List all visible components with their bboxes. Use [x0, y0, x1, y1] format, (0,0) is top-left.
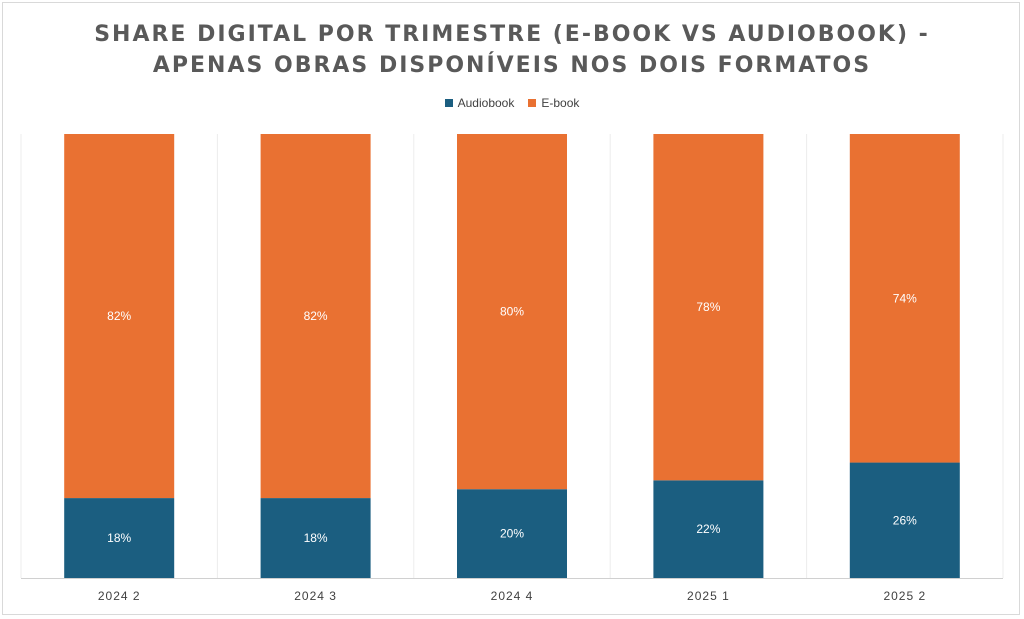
data-label: 74% [893, 291, 917, 305]
data-label: 18% [107, 531, 131, 545]
bar-audiobook-2025-2 [849, 462, 960, 578]
bar-e-book-2024-2 [64, 134, 175, 499]
data-label: 80% [500, 305, 524, 319]
x-tick-label: 2024 3 [294, 589, 337, 603]
chart-title: SHARE DIGITAL POR TRIMESTRE (E-BOOK VS A… [3, 19, 1021, 81]
legend-label-audiobook: Audiobook [457, 96, 515, 110]
chart-title-line-2: APENAS OBRAS DISPONÍVEIS NOS DOIS FORMAT… [152, 53, 872, 78]
data-labels: 18% 82% 18% 82% 20% 80% 22% 78% 26% 74% [107, 291, 917, 545]
legend-item-ebook: E-book [528, 96, 579, 110]
bar-audiobook-2025-1 [653, 480, 764, 578]
x-tick-label: 2025 1 [687, 589, 730, 603]
bar-e-book-2024-4 [457, 134, 567, 490]
bars [64, 134, 960, 578]
grid-lines [20, 134, 1004, 578]
legend-item-audiobook: Audiobook [444, 96, 515, 110]
chart-legend: Audiobook E-book [3, 96, 1021, 110]
data-label: 22% [696, 522, 720, 536]
plot-area: 18%82%18%82%20%80%22%78%26%74% 2024 2 202… [20, 134, 1004, 603]
x-tick-label: 2024 4 [491, 589, 534, 603]
legend-swatch-audiobook [444, 99, 453, 107]
x-tick-label: 2025 2 [883, 589, 926, 603]
legend-swatch-ebook [528, 99, 537, 107]
data-label: 20% [500, 527, 524, 541]
data-label: 18% [304, 531, 328, 545]
bar-e-book-2025-1 [653, 134, 764, 481]
chart-title-line-1: SHARE DIGITAL POR TRIMESTRE (E-BOOK VS A… [94, 22, 930, 47]
x-axis: 2024 2 2024 3 2024 4 2025 1 2025 2 [21, 578, 1003, 603]
bar-e-book-2024-3 [260, 134, 371, 499]
bar-audiobook-2024-3 [260, 498, 371, 578]
bar-e-book-2025-2 [849, 134, 960, 463]
legend-label-ebook: E-book [541, 96, 580, 110]
x-tick-label: 2024 2 [98, 589, 141, 603]
bar-audiobook-2024-4 [457, 489, 567, 578]
data-label: 82% [107, 309, 131, 323]
data-label: 78% [696, 300, 720, 314]
data-label: 82% [304, 309, 328, 323]
bar-audiobook-2024-2 [64, 498, 175, 578]
data-label: 26% [893, 513, 917, 527]
